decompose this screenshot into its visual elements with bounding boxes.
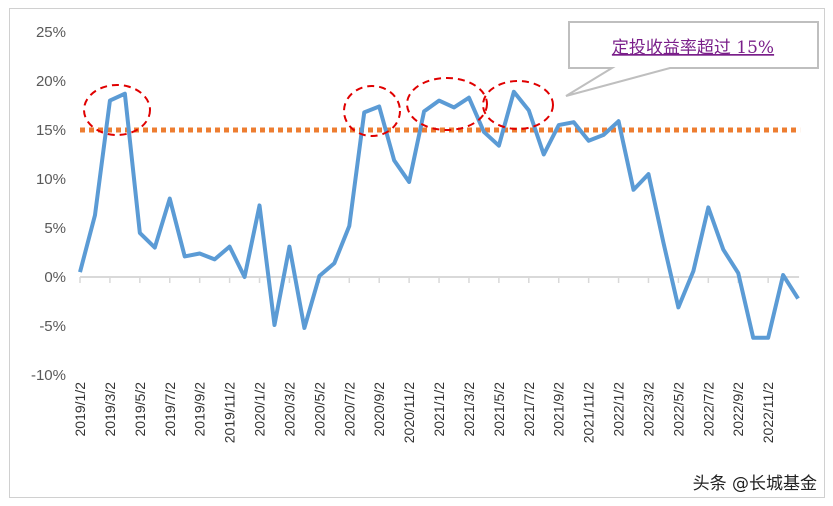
x-tick-label: 2022/5/2: [670, 382, 686, 437]
x-tick-label: 2020/9/2: [371, 382, 387, 437]
x-tick-label: 2021/7/2: [521, 382, 537, 437]
watermark: 头条 @长城基金: [692, 474, 817, 494]
highlight-circle: [406, 77, 488, 131]
x-tick-label: 2022/9/2: [730, 382, 746, 437]
chart-frame: [9, 8, 825, 498]
x-tick-label: 2019/9/2: [192, 382, 208, 437]
x-tick-label: 2021/9/2: [551, 382, 567, 437]
highlight-circle: [343, 85, 401, 137]
x-tick-label: 2020/1/2: [252, 382, 268, 437]
x-tick-label: 2021/11/2: [581, 382, 597, 443]
x-tick-label: 2020/7/2: [341, 382, 357, 437]
x-tick-label: 2019/5/2: [132, 382, 148, 437]
x-tick-label: 2022/1/2: [611, 382, 627, 437]
y-tick-label: 25%: [36, 24, 66, 41]
x-tick-label: 2022/7/2: [700, 382, 716, 437]
series-line: [78, 89, 800, 340]
annotation-text: 定投收益率超过 15%: [612, 38, 774, 58]
x-tick-label: 2019/1/2: [72, 382, 88, 437]
y-tick-label: -5%: [39, 318, 66, 335]
highlight-circle: [482, 80, 554, 130]
annotation-callout: 定投收益率超过 15%: [565, 21, 819, 97]
y-tick-label: 5%: [44, 220, 66, 237]
x-tick-label: 2020/11/2: [401, 382, 417, 443]
x-tick-label: 2022/11/2: [760, 382, 776, 443]
highlight-circle: [83, 84, 151, 136]
y-tick-label: 20%: [36, 73, 66, 90]
x-tick-label: 2021/5/2: [491, 382, 507, 437]
y-tick-label: -10%: [31, 367, 66, 384]
x-tick-label: 2022/3/2: [640, 382, 656, 437]
x-tick-label: 2020/3/2: [281, 382, 297, 437]
x-tick-label: 2019/11/2: [222, 382, 238, 443]
x-tick-label: 2020/5/2: [311, 382, 327, 437]
x-tick-label: 2021/1/2: [431, 382, 447, 437]
y-tick-label: 0%: [44, 269, 66, 286]
x-tick-label: 2021/3/2: [461, 382, 477, 437]
y-tick-label: 15%: [36, 122, 66, 139]
x-tick-label: 2019/3/2: [102, 382, 118, 437]
x-tick-label: 2019/7/2: [162, 382, 178, 437]
y-tick-label: 10%: [36, 171, 66, 188]
